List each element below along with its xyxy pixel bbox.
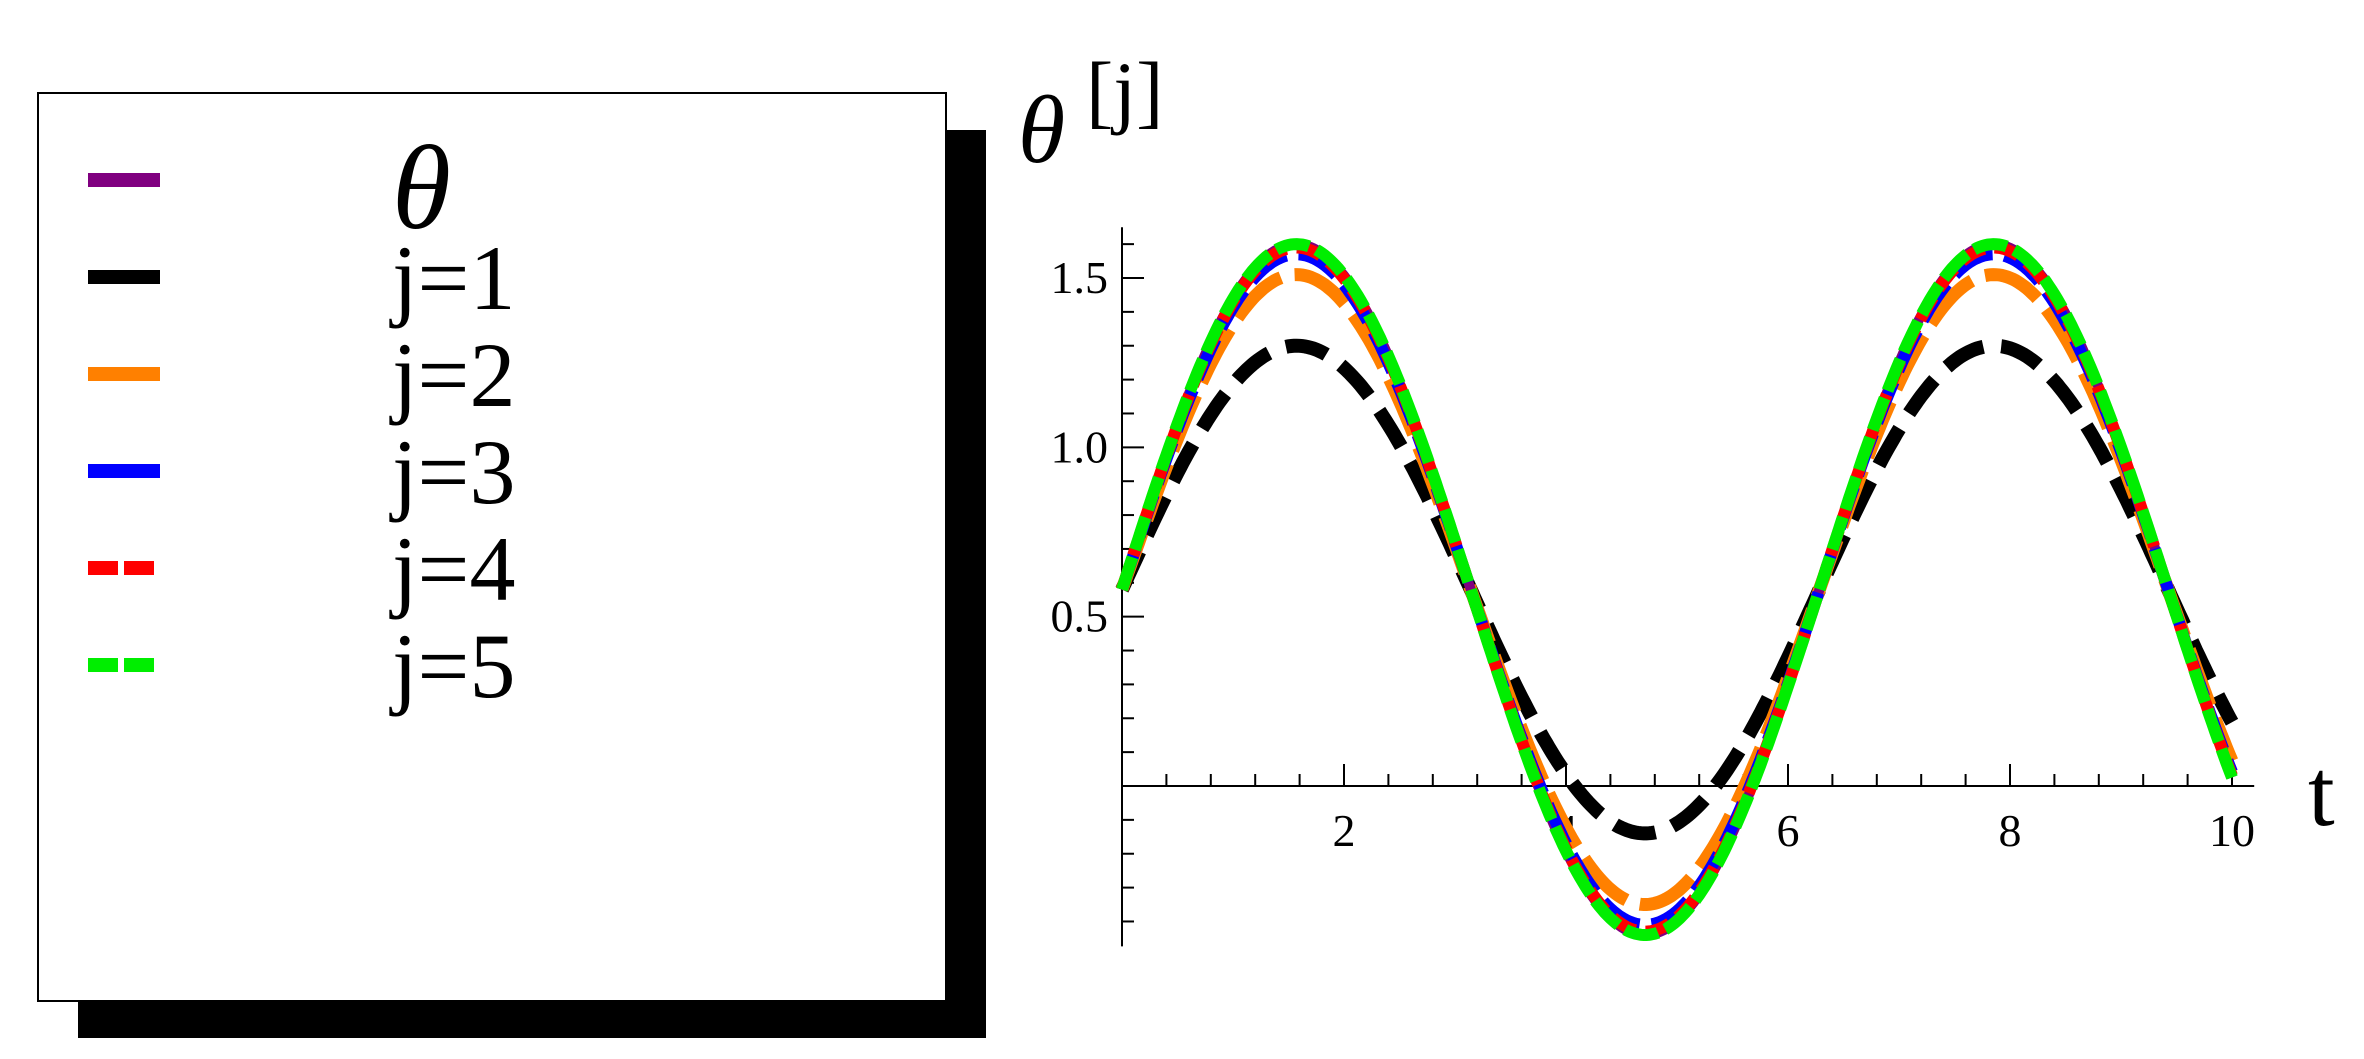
x-axis-title: t — [2308, 739, 2335, 846]
legend-label: j=5 — [389, 615, 515, 717]
series-line-j1 — [1115, 338, 2239, 841]
y-tick-label: 1.0 — [1051, 421, 1109, 472]
legend-label: j=2 — [389, 324, 515, 426]
x-tick-label: 10 — [2209, 805, 2255, 856]
legend-item: j=5 — [88, 615, 515, 717]
legend-item: j=3 — [88, 421, 515, 523]
legend-item: θ — [88, 121, 451, 254]
y-tick-label: 0.5 — [1051, 591, 1109, 642]
axis-labels: θ [j] t — [1018, 45, 2335, 846]
legend-label: θ — [392, 121, 451, 254]
y-axis-title: θ — [1018, 76, 1065, 183]
series-layer — [1115, 238, 2239, 941]
series-line-j2 — [1115, 268, 2238, 911]
legend-entries: θj=1j=2j=3j=4j=5 — [88, 121, 515, 717]
legend-label: j=4 — [389, 518, 515, 620]
y-axis-title-superscript: [j] — [1086, 45, 1163, 136]
legend-item: j=1 — [88, 227, 515, 329]
legend-item: j=2 — [88, 324, 515, 426]
legend-box — [37, 92, 947, 1002]
series-line-j5 — [1116, 238, 2238, 941]
legend: θj=1j=2j=3j=4j=5 — [37, 92, 986, 1038]
plot-area: 2 4 6 8 100.51.01.5 θ [j] t — [1018, 45, 2335, 947]
legend-label: j=3 — [389, 421, 515, 523]
legend-label: j=1 — [389, 227, 515, 329]
x-tick-label: 8 — [1999, 805, 2022, 856]
x-tick-label: 6 — [1777, 805, 1800, 856]
y-tick-label: 1.5 — [1051, 252, 1109, 303]
legend-item: j=4 — [88, 518, 515, 620]
x-tick-label: 2 — [1333, 805, 1356, 856]
